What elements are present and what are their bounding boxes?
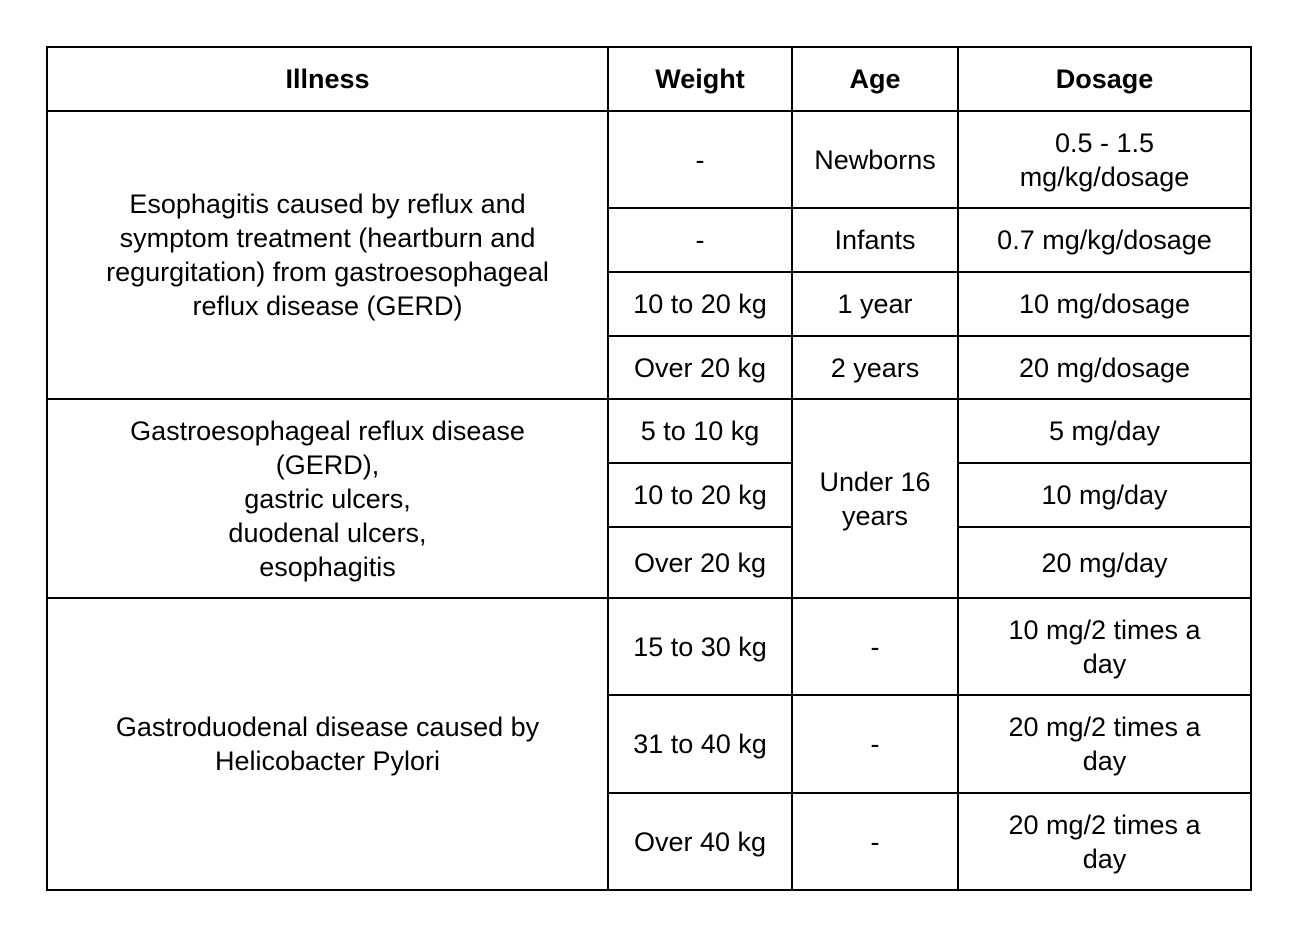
weight-cell: Over 40 kg	[607, 792, 793, 891]
weight-cell: 31 to 40 kg	[607, 694, 793, 794]
table-row: Over 40 kg - 20 mg/2 times a day	[47, 792, 1252, 891]
dosage-cell: 20 mg/2 times a day	[957, 792, 1252, 891]
dosage-cell: 20 mg/day	[957, 526, 1252, 599]
header-age: Age	[791, 46, 959, 112]
age-cell: -	[791, 597, 959, 696]
age-cell: -	[791, 694, 959, 794]
illness-cell: Esophagitis caused by reflux and symptom…	[46, 110, 609, 400]
table-row: Esophagitis caused by reflux and symptom…	[46, 110, 1252, 400]
dosage-cell: 0.5 - 1.5 mg/kg/dosage	[957, 110, 1252, 209]
table-row: - Infants 0.7 mg/kg/dosage	[47, 207, 1252, 273]
illness-line: esophagitis	[259, 551, 396, 582]
illness-line: duodenal ulcers,	[228, 517, 427, 548]
illness-text: Esophagitis caused by reflux and symptom…	[106, 189, 549, 321]
dosage-cell: 20 mg/2 times a day	[957, 694, 1252, 794]
dosage-text: 20 mg/2 times a day	[1008, 809, 1201, 874]
table-row: 10 to 20 kg 1 year 10 mg/dosage	[47, 271, 1252, 337]
dosage-cell: 10 mg/day	[957, 462, 1252, 528]
table-row: Gastroesophageal reflux disease (GERD), …	[46, 398, 1252, 599]
age-cell: Infants	[791, 207, 959, 273]
age-cell: 1 year	[791, 271, 959, 337]
table-row: Over 20 kg 2 years 20 mg/dosage	[47, 335, 1252, 400]
age-text: Under 16 years	[819, 466, 931, 531]
dosage-cell: 10 mg/2 times a day	[957, 597, 1252, 696]
dosage-cell: 0.7 mg/kg/dosage	[957, 207, 1252, 273]
illness-cell: Gastroesophageal reflux disease (GERD), …	[46, 398, 609, 599]
weight-cell: 10 to 20 kg	[607, 462, 793, 528]
weight-cell: Over 20 kg	[607, 335, 793, 400]
age-cell: Under 16 years	[791, 398, 959, 599]
illness-cell: Gastroduodenal disease caused by Helicob…	[46, 597, 609, 891]
header-weight: Weight	[607, 46, 793, 112]
weight-cell: 15 to 30 kg	[607, 597, 793, 696]
weight-cell: Over 20 kg	[607, 526, 793, 599]
table-row: Over 20 kg 20 mg/day	[47, 526, 1252, 599]
weight-cell: -	[607, 207, 793, 273]
weight-cell: 10 to 20 kg	[607, 271, 793, 337]
header-row: Illness Weight Age Dosage	[46, 46, 1252, 112]
weight-cell: 5 to 10 kg	[607, 398, 793, 464]
age-cell: -	[791, 792, 959, 891]
dosage-table: Illness Weight Age Dosage Esophagitis ca…	[46, 46, 1252, 891]
illness-text: Gastroduodenal disease caused by Helicob…	[115, 712, 540, 776]
age-cell: 2 years	[791, 335, 959, 400]
dosage-text: 0.5 - 1.5 mg/kg/dosage	[1019, 127, 1190, 192]
dosage-cell: 20 mg/dosage	[957, 335, 1252, 400]
dosage-cell: 5 mg/day	[957, 398, 1252, 464]
header-illness: Illness	[46, 46, 609, 112]
weight-cell: -	[607, 110, 793, 209]
header-dosage: Dosage	[957, 46, 1252, 112]
age-cell: Newborns	[791, 110, 959, 209]
dosage-text: 10 mg/2 times a day	[1008, 614, 1201, 679]
table-row: Gastroduodenal disease caused by Helicob…	[46, 597, 1252, 891]
illness-line: gastric ulcers,	[244, 483, 411, 514]
dosage-text: 20 mg/2 times a day	[1008, 712, 1201, 776]
dosage-cell: 10 mg/dosage	[957, 271, 1252, 337]
illness-line: Gastroesophageal reflux disease (GERD),	[130, 415, 525, 480]
table-row: 10 to 20 kg 10 mg/day	[47, 462, 1252, 528]
table-row: 31 to 40 kg - 20 mg/2 times a day	[47, 694, 1252, 794]
